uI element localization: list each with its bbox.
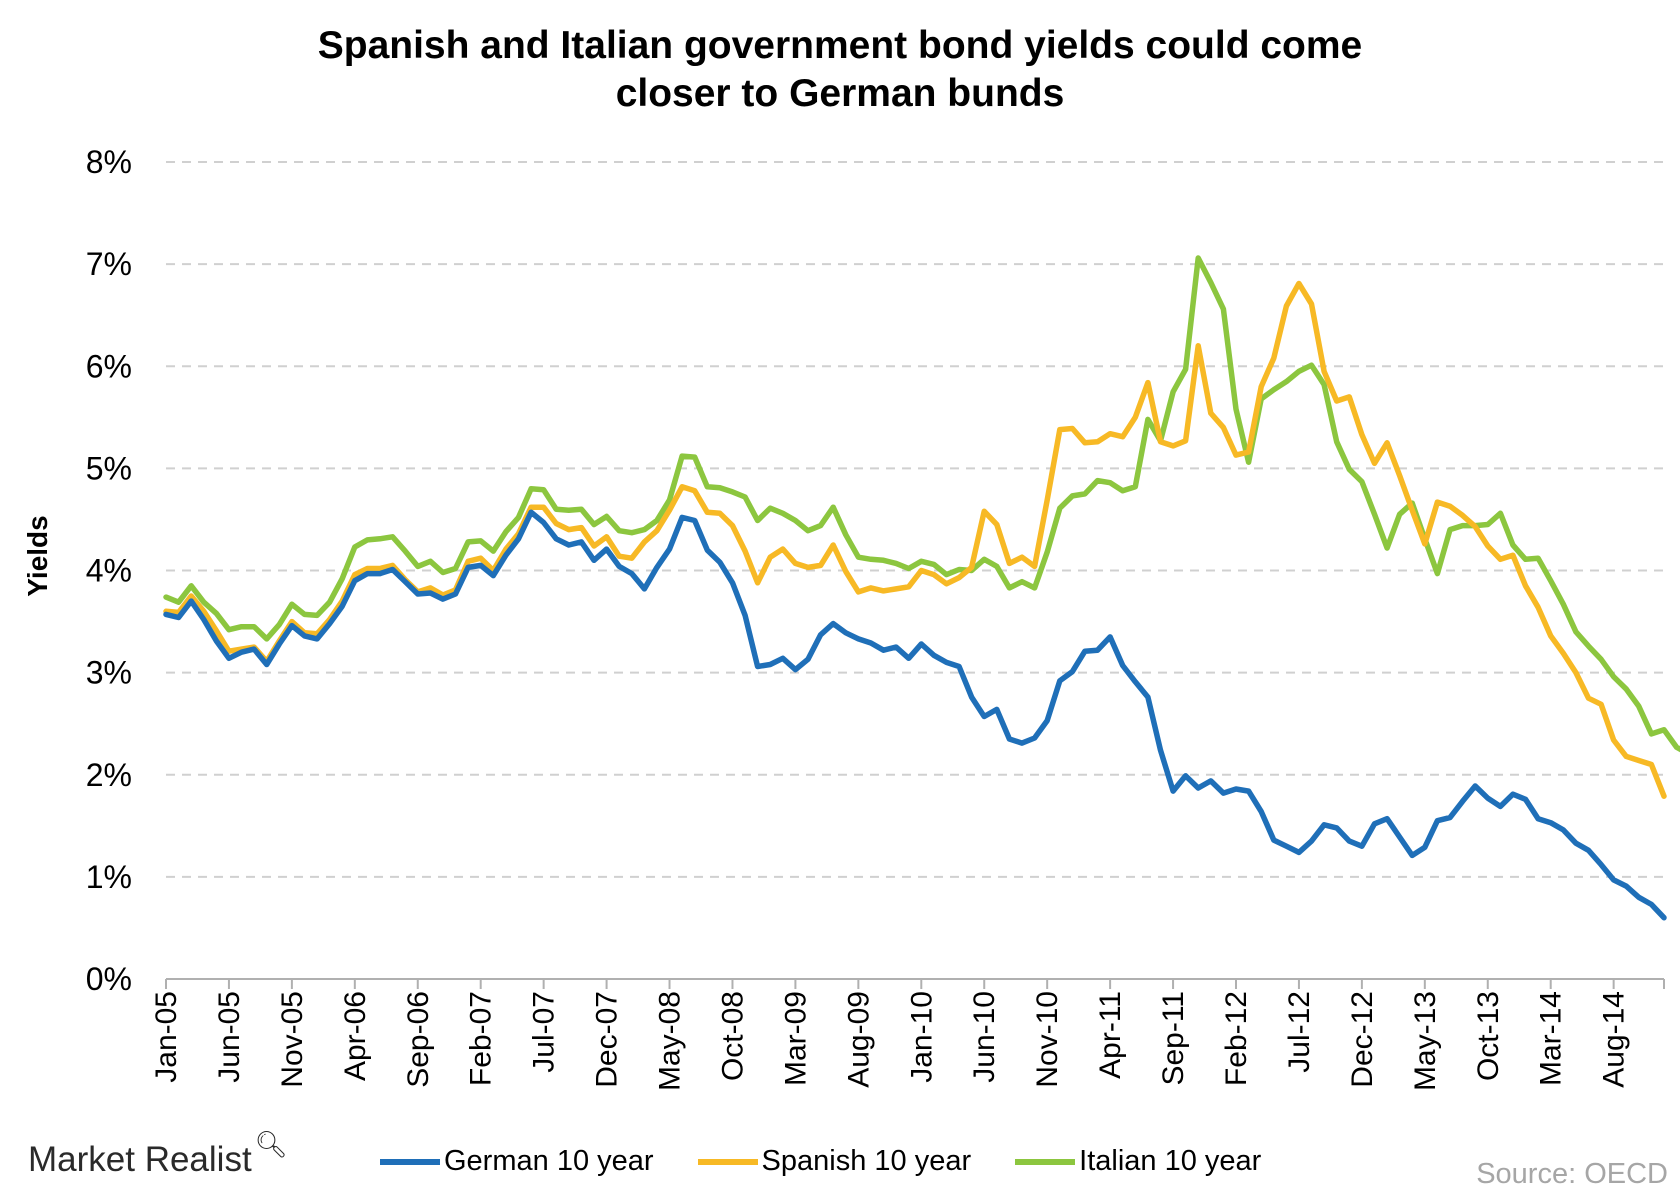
x-tick-label: Oct-08 <box>716 991 749 1081</box>
x-tick-label: Feb-12 <box>1220 991 1253 1086</box>
y-tick-label: 7% <box>86 246 132 282</box>
y-axis-label: Yields <box>22 515 53 596</box>
y-tick-label: 0% <box>86 961 132 997</box>
x-tick-label: Mar-14 <box>1535 991 1568 1086</box>
legend: German 10 year Spanish 10 year Italian 1… <box>380 1145 1305 1178</box>
legend-swatch-italian <box>1015 1158 1076 1165</box>
y-tick-label: 8% <box>86 144 132 180</box>
y-tick-label: 2% <box>86 757 132 793</box>
x-tick-label: Sep-06 <box>402 991 435 1088</box>
x-axis: Jan-05 Jun-05 Nov-05 Apr-06 Sep-06 Feb-07 Jul-… <box>150 978 1665 1091</box>
chart-title-line1: Spanish and Italian government bond yiel… <box>317 24 1363 67</box>
chart-title: Spanish and Italian government bond yiel… <box>0 22 1680 118</box>
legend-item-spanish: Spanish 10 year <box>697 1145 972 1178</box>
y-tick-label: 4% <box>86 553 132 589</box>
x-tick-label: Apr-06 <box>339 991 372 1081</box>
x-tick-label: Jul-12 <box>1283 991 1316 1073</box>
x-tick-label: May-13 <box>1409 991 1442 1091</box>
y-tick-label: 6% <box>86 348 132 384</box>
legend-label-spanish: Spanish 10 year <box>761 1145 972 1177</box>
x-tick-label: Jun-10 <box>968 991 1001 1083</box>
y-tick-label: 3% <box>86 655 132 691</box>
legend-item-italian: Italian 10 year <box>1015 1145 1261 1178</box>
brand-name: Market Realist <box>28 1140 252 1179</box>
x-tick-label: May-08 <box>654 991 687 1091</box>
source-note: Source: OECD <box>1476 1158 1668 1190</box>
x-tick-label: Jan-05 <box>150 991 183 1083</box>
x-tick-label: Jul-07 <box>528 991 561 1073</box>
legend-swatch-german <box>380 1158 440 1165</box>
magnifier-chart-icon: 🔍︎ <box>254 1128 288 1159</box>
legend-label-german: German 10 year <box>444 1145 654 1177</box>
grid-lines <box>166 161 1664 878</box>
x-tick-label: Mar-09 <box>779 991 812 1086</box>
x-tick-label: Sep-11 <box>1157 991 1190 1086</box>
x-tick-label: Feb-07 <box>465 991 498 1086</box>
x-tick-label: Aug-09 <box>842 991 875 1088</box>
x-tick-label: Apr-11 <box>1094 991 1127 1079</box>
chart-title-line2: closer to German bunds <box>615 72 1065 115</box>
y-axis-ticks: 0% 1% 2% 3% 4% 5% 6% 7% 8% <box>86 144 132 997</box>
x-tick-label: Dec-07 <box>591 991 624 1088</box>
x-tick-label: Dec-12 <box>1346 991 1379 1088</box>
y-tick-label: 5% <box>86 450 132 486</box>
series-line-italian <box>163 255 1680 753</box>
series-lines <box>163 255 1680 921</box>
x-tick-label: Jun-05 <box>213 991 246 1083</box>
x-tick-label: Aug-14 <box>1598 991 1631 1088</box>
brand-logo: Market Realist 🔍︎ <box>28 1129 288 1180</box>
x-tick-label: Oct-13 <box>1472 991 1505 1081</box>
series-line-german <box>163 509 1667 921</box>
x-tick-label: Nov-10 <box>1031 991 1064 1088</box>
x-tick-label: Jan-10 <box>905 991 938 1083</box>
x-tick-label: Nov-05 <box>276 991 309 1088</box>
legend-label-italian: Italian 10 year <box>1079 1145 1262 1177</box>
y-tick-label: 1% <box>86 859 132 895</box>
legend-swatch-spanish <box>697 1158 758 1165</box>
legend-item-german: German 10 year <box>380 1145 654 1178</box>
